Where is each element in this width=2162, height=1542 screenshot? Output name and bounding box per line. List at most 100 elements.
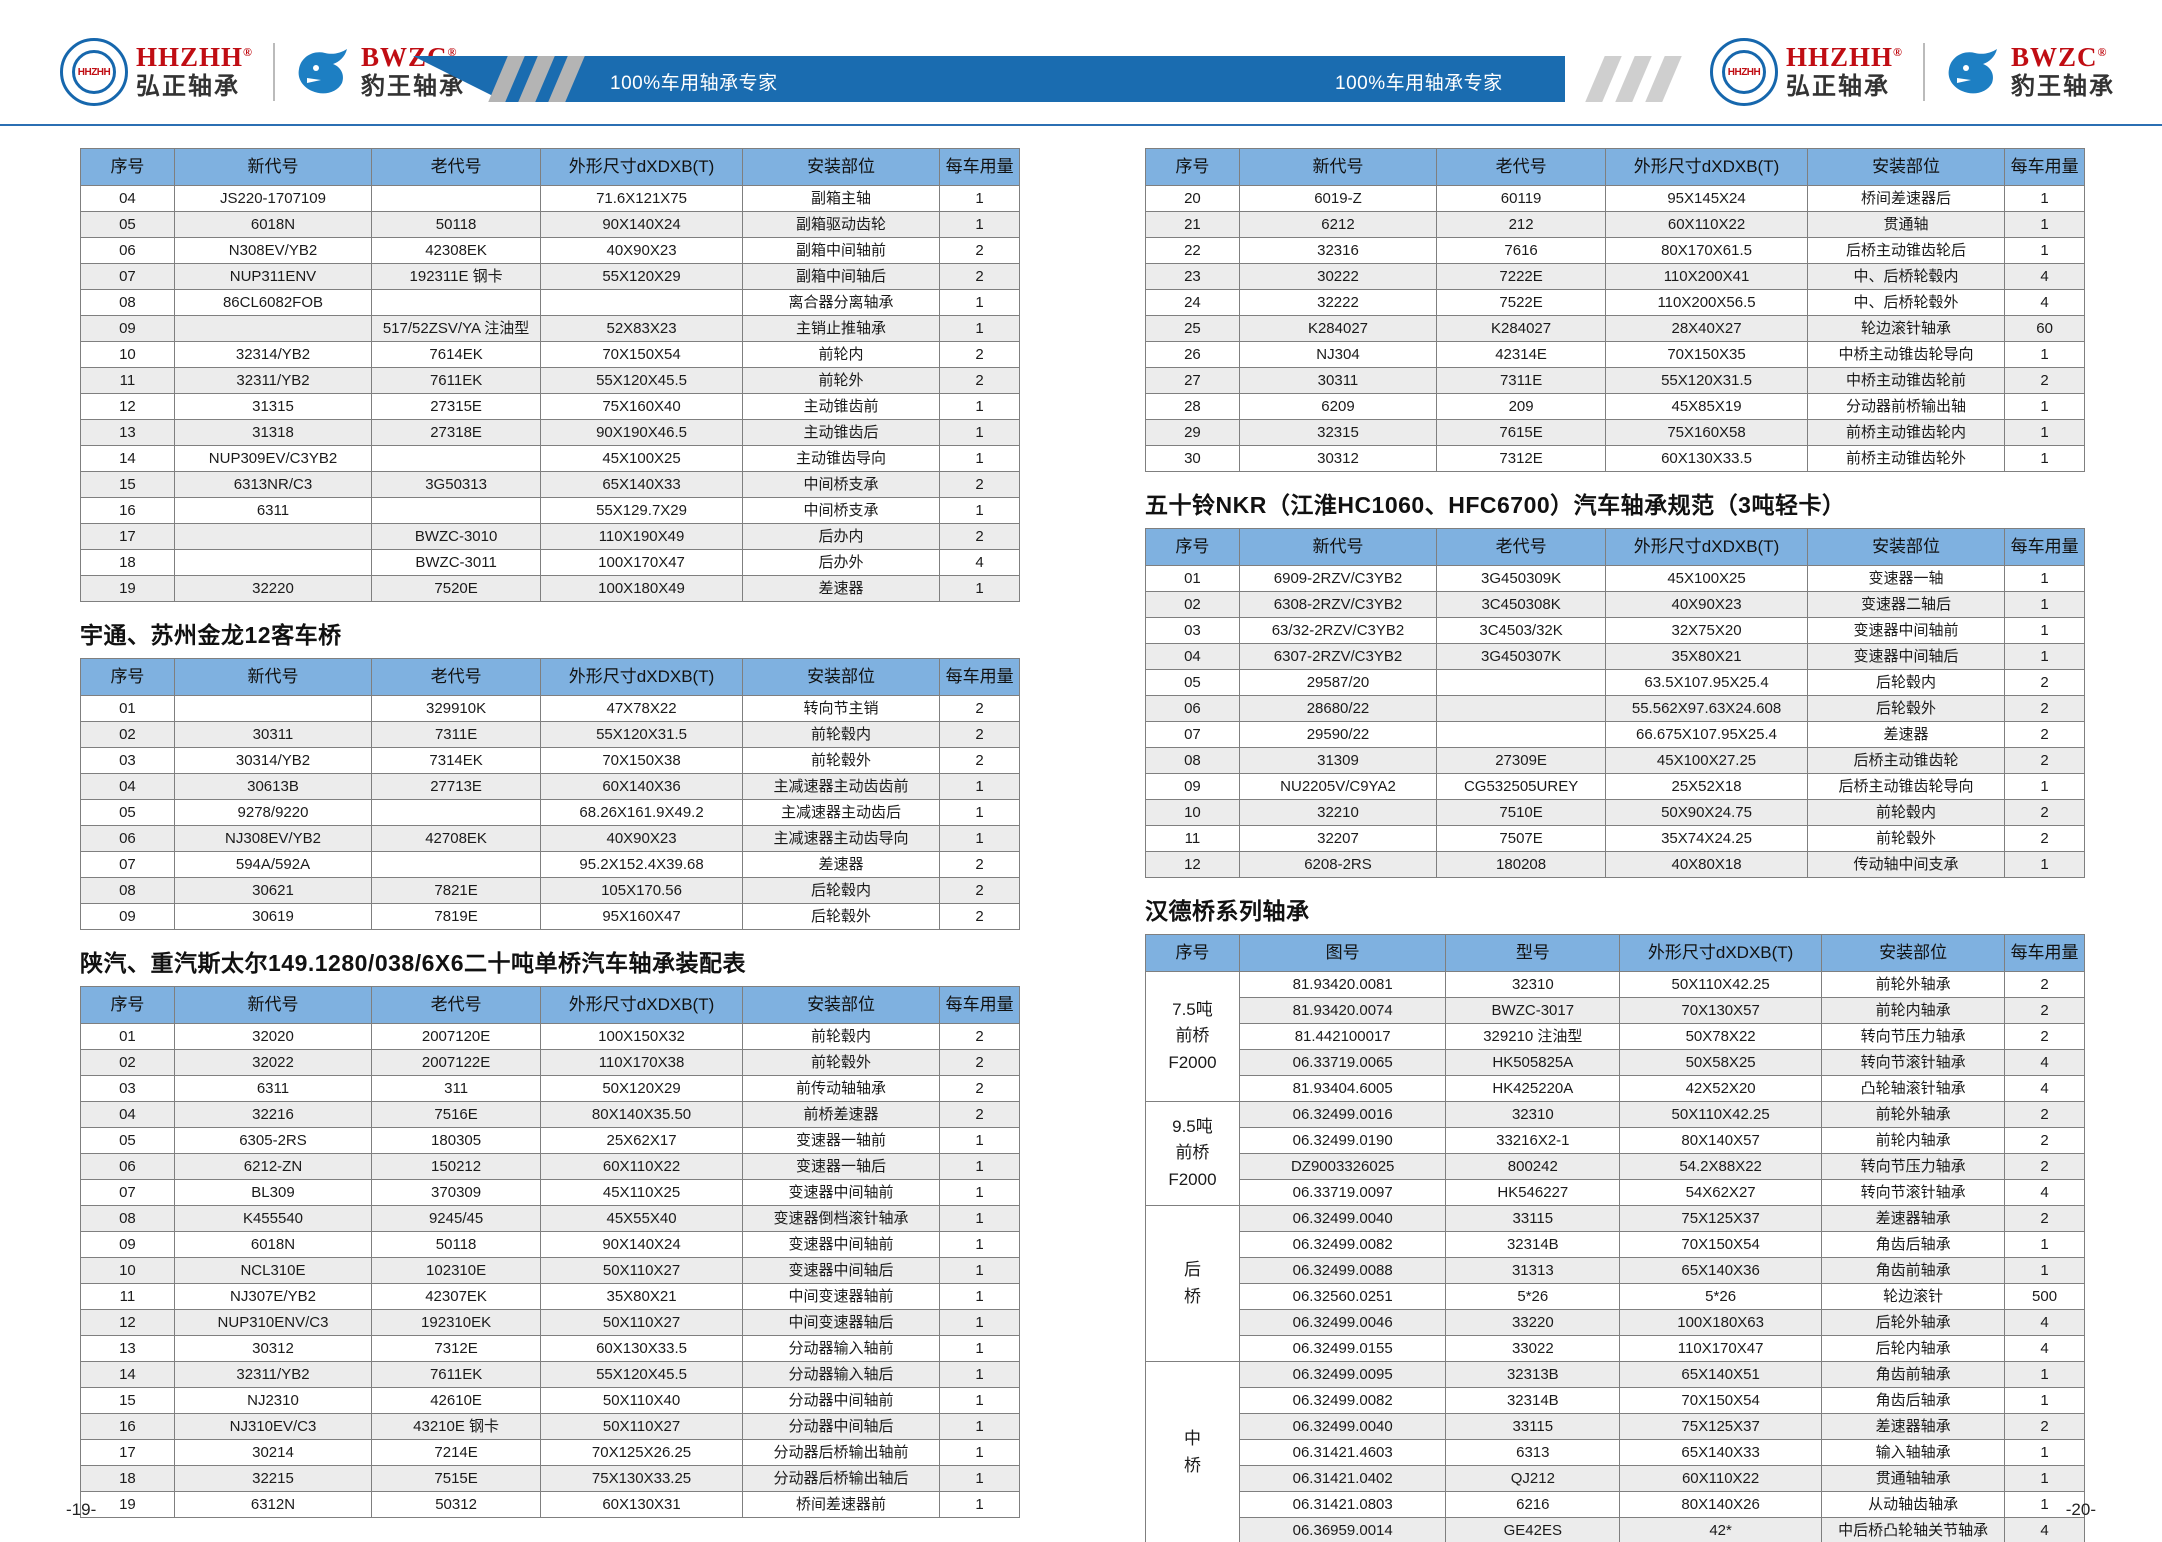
table-cell: 1 — [939, 1283, 1020, 1310]
table-cell: NCL310E — [173, 1257, 373, 1284]
table-cell: 后轮毂内 — [741, 877, 941, 904]
table-cell: 100X180X49 — [540, 575, 743, 602]
table-cell: 16 — [80, 497, 175, 524]
table-cell: 1 — [2004, 1257, 2085, 1284]
table-cell: 2 — [939, 747, 1020, 774]
table-row: 06.36959.0014 GE42ES 42* 中后桥凸轮轴关节轴承 4 — [1146, 1517, 2085, 1542]
table-row: 05 6305-2RS 180305 25X62X17 变速器一轴前 1 — [80, 1127, 1020, 1154]
table-row: 24 32222 7522E 110X200X56.5 中、后桥轮毂外 4 — [1145, 289, 2085, 316]
hhzhh-brand-cn: 弘正轴承 — [136, 72, 240, 100]
table-cell: 25 — [1145, 315, 1240, 342]
table-cell: 60X110X22 — [540, 1153, 743, 1180]
table-cell: 分动器前桥输出轴 — [1806, 393, 2006, 420]
table-cell: 70X130X57 — [1619, 997, 1823, 1024]
column-header: 外形尺寸dXDXB(T) — [540, 658, 743, 696]
table-cell: 7611EK — [371, 1361, 542, 1388]
table-cell: 1 — [939, 211, 1020, 238]
table-cell: 06.32499.0155 — [1238, 1335, 1447, 1362]
table-cell: 2 — [939, 367, 1020, 394]
table-cell: 32316 — [1238, 237, 1438, 264]
table-cell: 110X170X47 — [1619, 1335, 1823, 1362]
table-cell: 02 — [80, 721, 175, 748]
table-cell: 81.93420.0081 — [1238, 971, 1447, 998]
table-cell: 后轮外轴承 — [1821, 1309, 2006, 1336]
table-cell: 6311 — [173, 497, 373, 524]
table-cell: 42308EK — [371, 237, 542, 264]
table-cell: 轮边滚针轴承 — [1806, 315, 2006, 342]
table-row: 12 NUP310ENV/C3 192310EK 50X110X27 中间变速器轴后 1 — [80, 1309, 1020, 1336]
table-cell: 28680/22 — [1238, 695, 1438, 722]
table-cell: 45X100X25 — [540, 445, 743, 472]
table-cell: 2 — [939, 851, 1020, 878]
table-row: 28 6209 209 45X85X19 分动器前桥输出轴 1 — [1145, 393, 2085, 420]
table-cell: 30312 — [1238, 445, 1438, 472]
table-cell — [1436, 721, 1607, 748]
table-cell: 1 — [2004, 185, 2085, 212]
table-cell: 差速器 — [741, 575, 941, 602]
table-cell: 角齿后轴承 — [1821, 1387, 2006, 1414]
table-cell: 前轮外轴承 — [1821, 971, 2006, 998]
table-cell: 前传动轴轴承 — [741, 1075, 941, 1102]
table-cell: 2 — [2004, 1413, 2085, 1440]
table-cell: 2 — [939, 1023, 1020, 1050]
table-cell: 70X150X54 — [1619, 1231, 1823, 1258]
table-cell: 02 — [80, 1049, 175, 1076]
table-cell: 60119 — [1436, 185, 1607, 212]
table-cell: 08 — [80, 289, 175, 316]
table-row: 05 9278/9220 68.26X161.9X49.2 主减速器主动齿后 1 — [80, 799, 1020, 826]
table-cell: 55.562X97.63X24.608 — [1605, 695, 1808, 722]
table-cell: 32314B — [1445, 1231, 1621, 1258]
table-cell — [1436, 695, 1607, 722]
table-cell: 6307-2RZV/C3YB2 — [1238, 643, 1438, 670]
table-cell: 55X120X45.5 — [540, 1361, 743, 1388]
table-cell: 1 — [939, 1439, 1020, 1466]
table-row: 17 30214 7214E 70X125X26.25 分动器后桥输出轴前 1 — [80, 1439, 1020, 1466]
table-cell: 33216X2-1 — [1445, 1127, 1621, 1154]
table-cell: 03 — [80, 1075, 175, 1102]
table-cell: 32022 — [173, 1049, 373, 1076]
hhzhh-ring-label-right: HHZHH — [1727, 67, 1761, 78]
table-cell: 1 — [939, 1387, 1020, 1414]
table-cell: 贯通轴 — [1806, 211, 2006, 238]
table-cell: 19 — [80, 575, 175, 602]
table-cell — [371, 497, 542, 524]
table-row: 81.93420.0074 BWZC-3017 70X130X57 前轮内轴承 2 — [1146, 997, 2085, 1024]
table-cell: 4 — [2004, 1179, 2085, 1206]
table-cell: BL309 — [173, 1179, 373, 1206]
column-header: 每车用量 — [939, 986, 1020, 1024]
table-cell — [371, 445, 542, 472]
table-cell: 06 — [80, 237, 175, 264]
hhzhh-ring-label: HHZHH — [77, 67, 111, 78]
table-cell: 3C4503/32K — [1436, 617, 1607, 644]
table-cell: 42X52X20 — [1619, 1075, 1823, 1102]
table-cell: 4 — [2004, 263, 2085, 290]
table-cell: 06 — [80, 1153, 175, 1180]
table-cell: 1 — [2004, 643, 2085, 670]
table-cell: 中、后桥轮毂外 — [1806, 289, 2006, 316]
table-cell: 变速器中间轴前 — [741, 1179, 941, 1206]
table-cell: 54X62X27 — [1619, 1179, 1823, 1206]
table-cell: 54.2X88X22 — [1619, 1153, 1823, 1180]
bearing-table: 序号 新代号 老代号 外形尺寸dXDXB(T) 安装部位 每车用量 01 6909-2RZV/… — [1145, 528, 2085, 878]
table-cell: 角齿前轴承 — [1821, 1257, 2006, 1284]
table-cell: 7311E — [1436, 367, 1607, 394]
table-cell: 47X78X22 — [540, 695, 743, 722]
table-cell: 102310E — [371, 1257, 542, 1284]
table-cell: 80X170X61.5 — [1605, 237, 1808, 264]
table-row: 06.31421.0803 6216 80X140X26 从动轴齿轴承 1 — [1146, 1491, 2085, 1518]
table-row: 07 BL309 370309 45X110X25 变速器中间轴前 1 — [80, 1179, 1020, 1206]
table-cell: 11 — [1145, 825, 1240, 852]
column-header: 安装部位 — [1821, 934, 2006, 972]
table-cell: 04 — [1145, 643, 1240, 670]
table-cell: 100X170X47 — [540, 549, 743, 576]
table-row: 04 6307-2RZV/C3YB2 3G450307K 35X80X21 变速器中间轴… — [1145, 643, 2085, 670]
table-cell: 15 — [80, 1387, 175, 1414]
table-cell: 7222E — [1436, 263, 1607, 290]
table-cell: 06.31421.0402 — [1238, 1465, 1447, 1492]
table-cell: 5*26 — [1445, 1283, 1621, 1310]
table-row: 06.33719.0065 HK505825A 50X58X25 转向节滚针轴承 4 — [1146, 1049, 2085, 1076]
table-cell: NJ304 — [1238, 341, 1438, 368]
table-cell: 110X190X49 — [540, 523, 743, 550]
table-cell: 后轮毂外 — [741, 903, 941, 930]
table-header-row: 序号 图号 型号 外形尺寸dXDXB(T) 安装部位 每车用量 — [1145, 934, 2085, 972]
